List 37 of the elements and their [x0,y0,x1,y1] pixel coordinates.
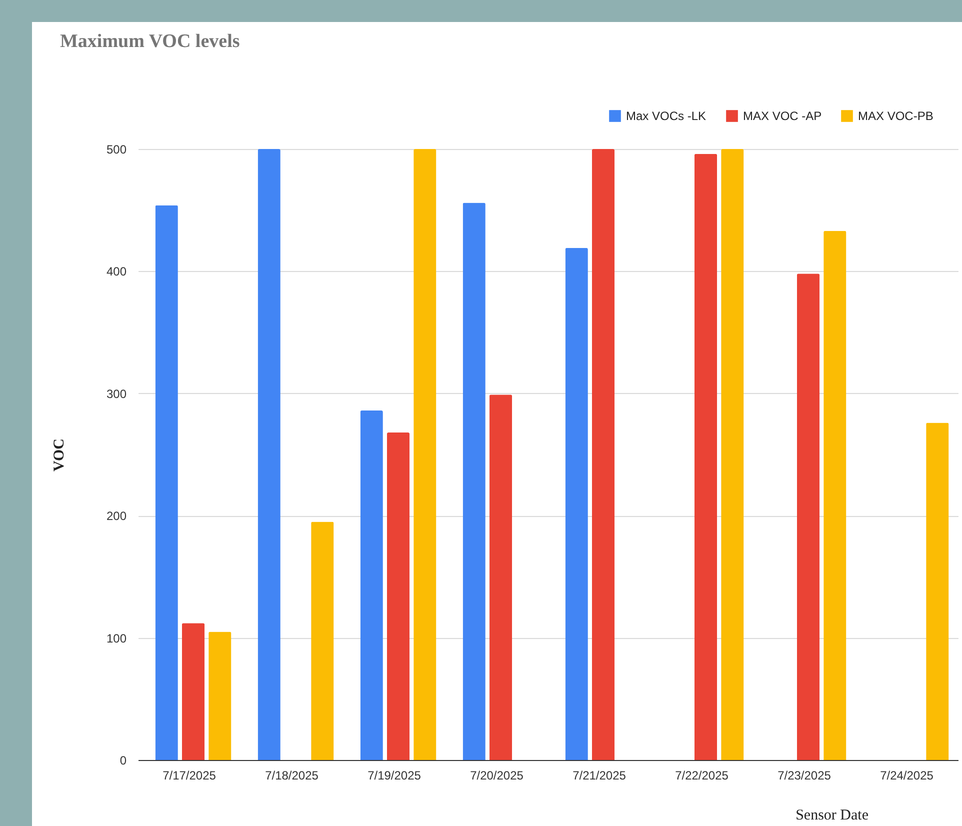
x-tick-label: 7/22/2025 [675,768,729,782]
y-tick-label: 100 [106,631,127,646]
bar [360,410,383,760]
y-tick-label: 300 [106,386,127,401]
bar [386,432,410,760]
y-tick-label: 400 [106,264,127,279]
legend-label: MAX VOC -AP [743,109,822,123]
bar [926,422,949,760]
x-tick-label: 7/19/2025 [368,768,422,782]
y-tick-label: 0 [120,754,127,768]
x-tick-label: 7/18/2025 [265,768,319,782]
bar [258,149,280,760]
bar [182,623,205,760]
y-tick-label: 500 [106,142,127,156]
y-axis-title: VOC [51,438,68,472]
legend-label: Max VOCs -LK [626,109,706,123]
bar [311,522,334,760]
chart-title: Maximum VOC levels [60,31,240,52]
bar [796,274,820,760]
x-tick-label: 7/23/2025 [778,768,832,782]
x-axis-title: Sensor Date [796,808,869,824]
x-tick-label: 7/24/2025 [880,768,934,782]
legend-label: MAX VOC-PB [858,109,934,123]
x-tick-label: 7/17/2025 [162,768,216,782]
bar [208,632,232,760]
bar [414,149,436,760]
y-tick-label: 200 [106,509,127,524]
x-tick-label: 7/20/2025 [470,768,524,782]
bar [592,149,615,760]
bar [824,230,846,760]
x-tick-label: 7/21/2025 [572,768,626,782]
bar [694,154,718,760]
bar [155,205,178,760]
bar [565,248,588,760]
bar [489,394,512,760]
bar [721,149,744,760]
bar [462,202,486,760]
